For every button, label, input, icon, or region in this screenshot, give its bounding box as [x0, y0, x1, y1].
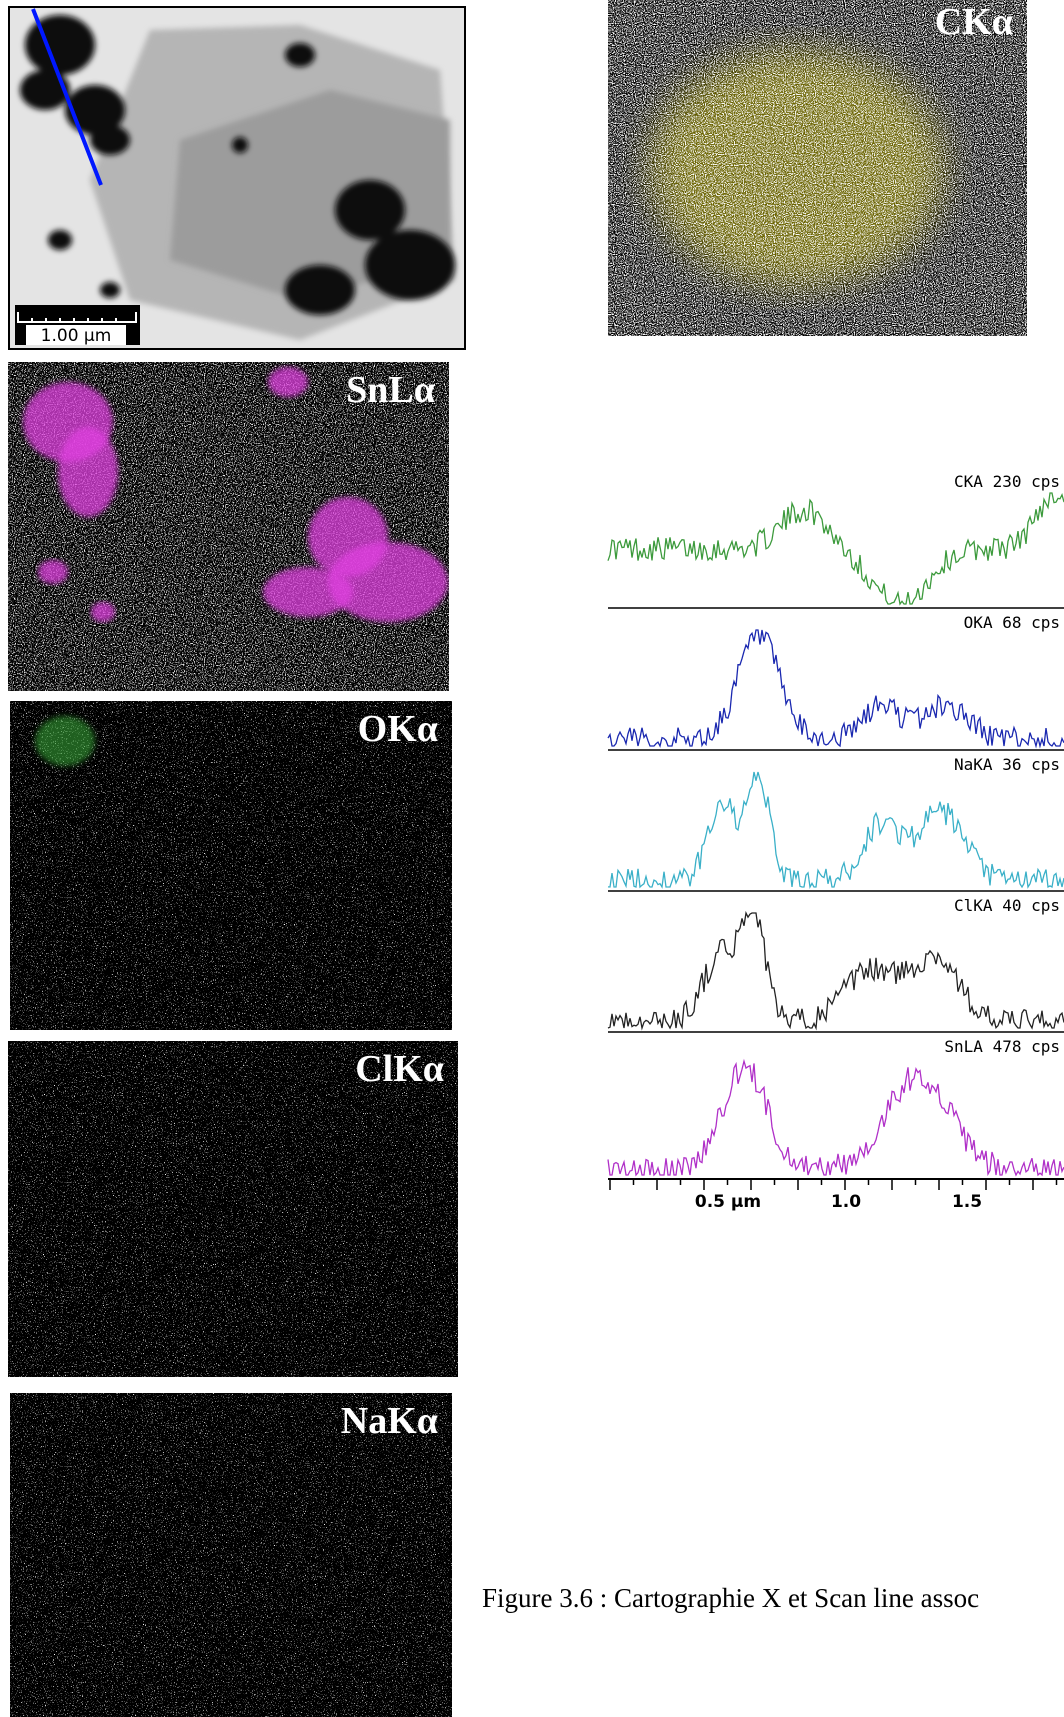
map-signal	[8, 1041, 458, 1377]
element-map: CKα	[608, 0, 1027, 336]
cluster	[263, 567, 353, 617]
map-tint	[35, 716, 95, 766]
cluster	[35, 716, 95, 766]
map-tint	[23, 367, 448, 622]
map-label: NaKα	[341, 1400, 438, 1442]
element-map: ClKα	[8, 1041, 458, 1377]
scan-trace	[607, 910, 1064, 1031]
cluster	[38, 560, 68, 584]
cluster	[91, 602, 115, 622]
profile-label: SnLA 478 cps	[944, 1037, 1060, 1056]
element-map: NaKα	[10, 1393, 452, 1717]
tem-image: 1.00 µm	[8, 6, 466, 350]
map-signal	[10, 1393, 452, 1717]
cluster	[328, 542, 448, 622]
map-signal	[608, 0, 1027, 336]
scan-trace	[607, 1058, 1064, 1177]
caption: Figure 3.6 : Cartographie X et Scan line…	[482, 1583, 979, 1613]
line-scan: CKA 230 cps OKA 68 cps NaKA 36 cps ClKA 40 …	[607, 472, 1064, 1212]
scale-bar-label: 1.00 µm	[41, 326, 112, 346]
element-map: SnLα	[8, 362, 449, 691]
map-label: CKα	[935, 1, 1013, 43]
scan-trace	[607, 492, 1064, 606]
axis-label: 0.5 µm	[695, 1192, 761, 1212]
profile-label: NaKA 36 cps	[954, 755, 1060, 774]
map-label: ClKα	[355, 1048, 444, 1090]
element-map: OKα	[10, 701, 452, 1030]
scan-trace	[607, 629, 1064, 749]
map-label: SnLα	[346, 369, 435, 411]
element-maps: CKα SnLα OKα ClKα NaKα	[8, 0, 1027, 1717]
axis-label: 1.5	[952, 1192, 982, 1212]
axis-label: 1.0	[831, 1192, 861, 1212]
profile-label: ClKA 40 cps	[954, 896, 1060, 915]
profile-label: OKA 68 cps	[964, 613, 1060, 632]
cluster	[268, 367, 308, 397]
map-label: OKα	[358, 708, 438, 750]
scan-trace	[607, 771, 1064, 890]
cluster	[58, 427, 118, 517]
profile-label: CKA 230 cps	[954, 472, 1060, 491]
